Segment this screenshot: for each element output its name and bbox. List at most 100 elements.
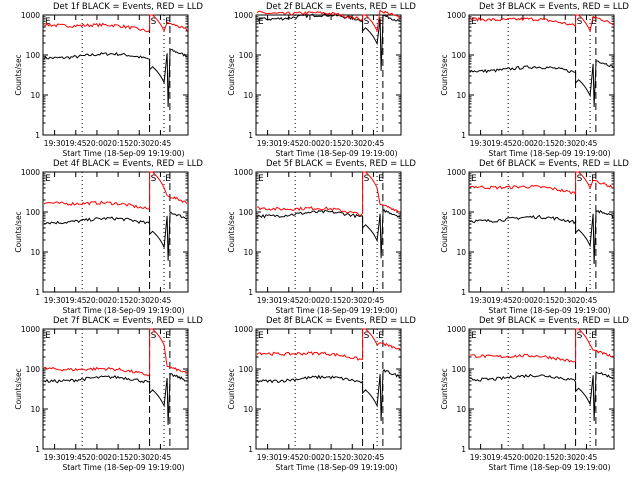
x-tick-label: 19:45	[491, 296, 513, 305]
x-axis-label: Start Time (18-Sep-09 19:19:00)	[489, 463, 611, 472]
chart-title: Det 4f BLACK = Events, RED = LLD	[53, 159, 203, 169]
y-axis-label: Counts/sec	[14, 211, 23, 252]
chart-panel-7: Det 7f BLACK = Events, RED = LLD 1 10 100 10…	[14, 316, 203, 472]
x-tick-label: 20:00	[299, 139, 321, 148]
series-line-lld	[43, 14, 188, 33]
series-line-events	[43, 48, 188, 108]
x-tick-label: 20:00	[512, 453, 534, 462]
x-tick-label: 19:30	[470, 453, 492, 462]
x-axis-label: Start Time (18-Sep-09 19:19:00)	[489, 306, 611, 315]
chart-title: Det 9f BLACK = Events, RED = LLD	[479, 316, 629, 326]
x-tick-label: 20:45	[150, 453, 172, 462]
chart-panel-8: Det 8f BLACK = Events, RED = LLD 1 10 100 10…	[227, 316, 416, 472]
x-axis-label: Start Time (18-Sep-09 19:19:00)	[276, 306, 398, 315]
x-tick-label: 20:15	[320, 139, 342, 148]
x-tick-label: 20:00	[86, 139, 108, 148]
plot-frame	[255, 171, 402, 293]
marker-letter-e: E	[165, 331, 171, 341]
y-tick-label: 100	[26, 365, 41, 374]
chart-title: Det 6f BLACK = Events, RED = LLD	[479, 159, 629, 169]
x-tick-label: 19:45	[65, 139, 87, 148]
marker-letter-s: S	[577, 331, 583, 341]
y-tick-label: 1	[461, 445, 466, 454]
x-tick-label: 19:45	[491, 139, 513, 148]
x-tick-label: 19:30	[470, 296, 492, 305]
chart-title: Det 8f BLACK = Events, RED = LLD	[266, 316, 416, 326]
x-tick-label: 20:15	[533, 296, 555, 305]
chart-title: Det 1f BLACK = Events, RED = LLD	[53, 2, 203, 12]
marker-letter-e: E	[378, 331, 384, 341]
series-line-events	[256, 208, 401, 259]
chart-title: Det 2f BLACK = Events, RED = LLD	[266, 2, 416, 12]
x-tick-label: 19:30	[44, 139, 66, 148]
plot-frame	[255, 328, 402, 450]
y-tick-label: 1	[248, 131, 253, 140]
x-tick-label: 20:00	[86, 453, 108, 462]
x-axis-label: Start Time (18-Sep-09 19:19:00)	[63, 149, 185, 158]
y-axis-label: Counts/sec	[14, 54, 23, 95]
chart-title: Det 5f BLACK = Events, RED = LLD	[266, 159, 416, 169]
x-axis-label: Start Time (18-Sep-09 19:19:00)	[276, 463, 398, 472]
x-tick-label: 20:00	[512, 139, 534, 148]
series-line-events	[469, 60, 614, 108]
marker-letter-s: S	[577, 174, 583, 184]
marker-letter-s: S	[577, 17, 583, 27]
series-line-lld	[43, 171, 188, 210]
x-tick-label: 20:30	[554, 139, 576, 148]
plot-frame	[468, 171, 615, 293]
marker-letter-e: E	[471, 174, 477, 184]
y-tick-label: 1	[35, 288, 40, 297]
x-tick-label: 20:45	[150, 296, 172, 305]
marker-letter-e: E	[45, 174, 51, 184]
x-tick-label: 20:15	[533, 139, 555, 148]
series-line-events	[43, 211, 188, 261]
chart-panel-4: Det 4f BLACK = Events, RED = LLD 1 10 100 10…	[14, 159, 203, 315]
marker-letter-e: E	[378, 174, 384, 184]
x-tick-label: 20:15	[320, 296, 342, 305]
x-tick-label: 19:30	[44, 453, 66, 462]
x-tick-label: 20:30	[128, 296, 150, 305]
x-tick-label: 19:30	[470, 139, 492, 148]
marker-letter-e: E	[378, 17, 384, 27]
y-tick-label: 1000	[447, 168, 466, 177]
y-tick-label: 1	[35, 445, 40, 454]
series-line-lld	[469, 171, 614, 196]
series-line-events	[256, 368, 401, 422]
y-tick-label: 10	[30, 91, 40, 100]
marker-letter-e: E	[591, 331, 597, 341]
x-tick-label: 19:30	[257, 139, 279, 148]
x-tick-label: 19:30	[257, 296, 279, 305]
y-tick-label: 10	[243, 405, 253, 414]
x-tick-label: 20:00	[86, 296, 108, 305]
plot-frame	[468, 328, 615, 450]
plot-frame	[42, 171, 189, 293]
y-tick-label: 1	[461, 288, 466, 297]
series-line-events	[469, 209, 614, 265]
x-tick-label: 20:30	[341, 296, 363, 305]
y-axis-label: Counts/sec	[227, 211, 236, 252]
y-axis-label: Counts/sec	[227, 368, 236, 409]
series-line-lld	[256, 9, 401, 33]
y-tick-label: 1	[461, 131, 466, 140]
x-tick-label: 20:30	[554, 296, 576, 305]
y-tick-label: 10	[456, 405, 466, 414]
y-tick-label: 100	[239, 208, 254, 217]
y-tick-label: 1000	[234, 325, 253, 334]
plot-frame	[468, 14, 615, 136]
plot-frame	[42, 328, 189, 450]
plot-frame	[42, 14, 189, 136]
y-tick-label: 1000	[234, 11, 253, 20]
marker-letter-s: S	[151, 174, 157, 184]
x-axis-label: Start Time (18-Sep-09 19:19:00)	[489, 149, 611, 158]
marker-letter-s: S	[151, 331, 157, 341]
y-tick-label: 1	[248, 445, 253, 454]
y-tick-label: 10	[456, 91, 466, 100]
y-axis-label: Counts/sec	[227, 54, 236, 95]
series-line-lld	[43, 328, 188, 377]
y-tick-label: 10	[456, 248, 466, 257]
y-tick-label: 1000	[234, 168, 253, 177]
series-line-events	[43, 372, 188, 425]
marker-letter-e: E	[258, 331, 264, 341]
x-tick-label: 20:45	[576, 139, 598, 148]
